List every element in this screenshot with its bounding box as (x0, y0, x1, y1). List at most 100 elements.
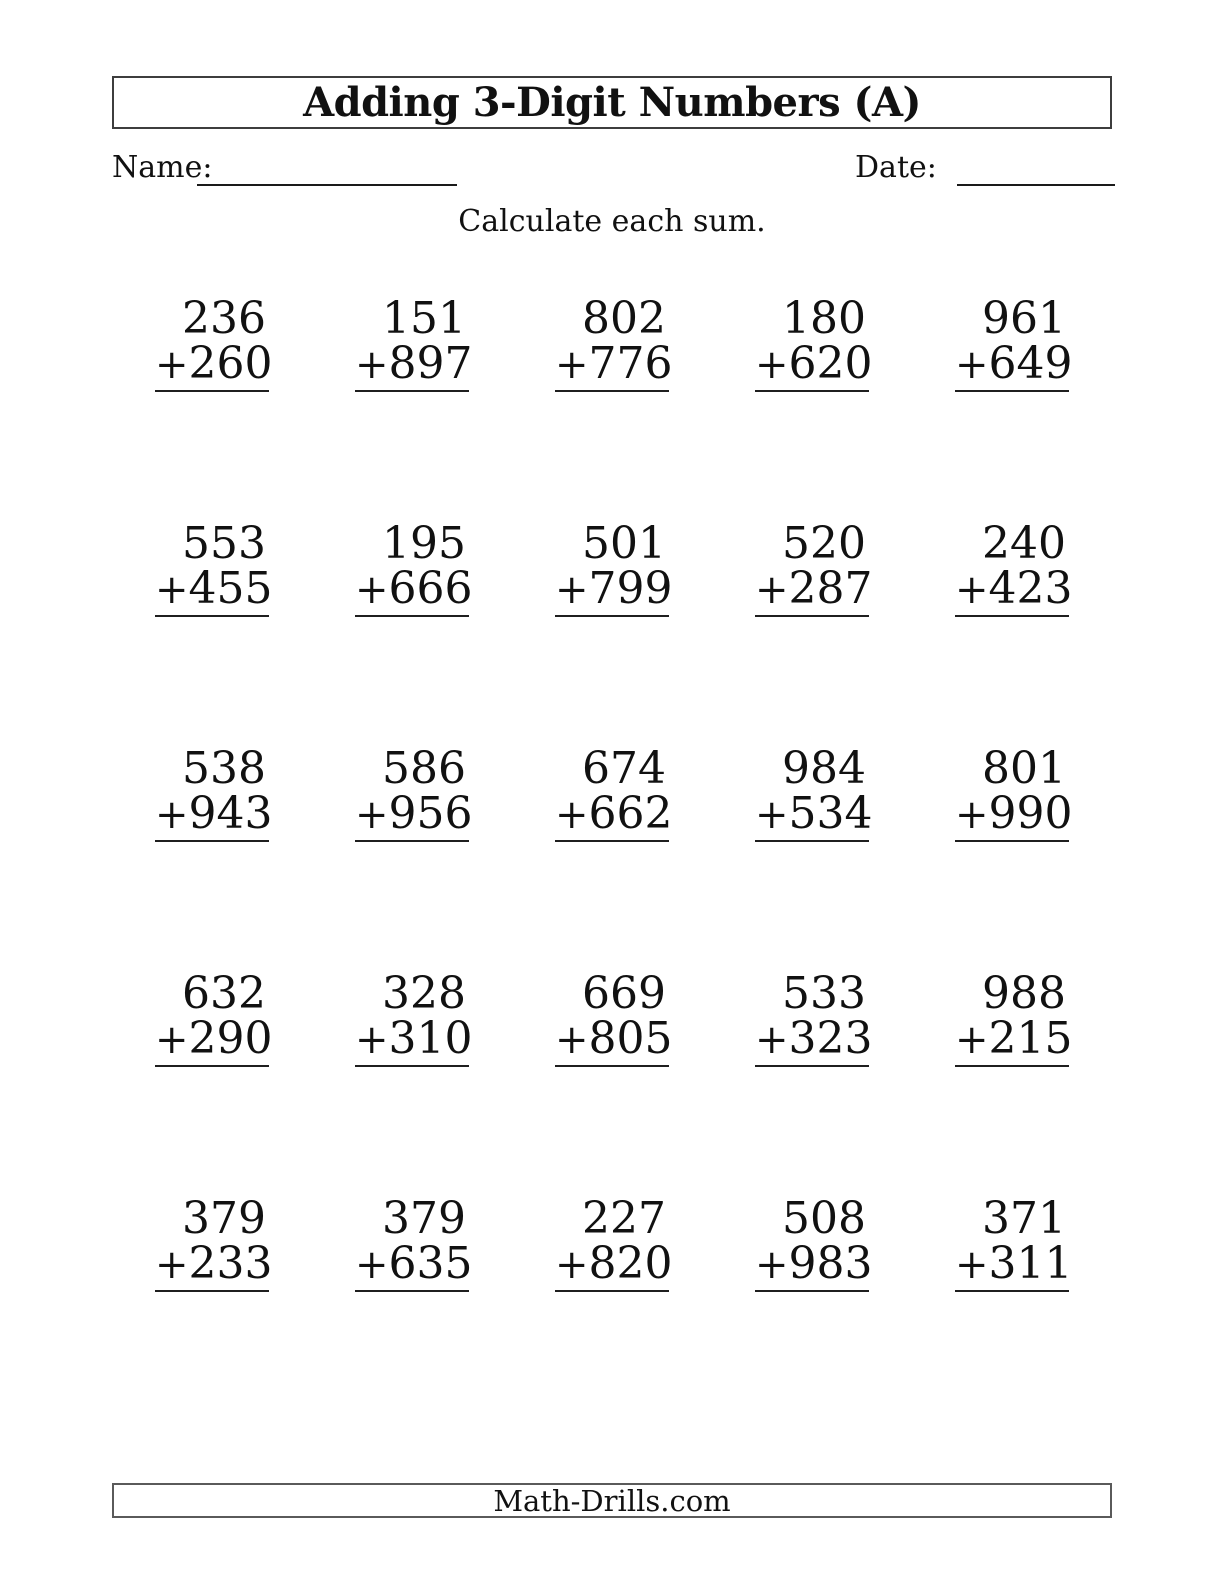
problem-cell: 240 + 423 (912, 521, 1112, 746)
plus-sign: + (155, 342, 189, 388)
problem-cell: 802 + 776 (512, 296, 712, 521)
problem-bottom-row: + 805 (555, 1016, 673, 1063)
addend-top: 520 (782, 518, 866, 569)
addend-top: 379 (382, 1193, 466, 1244)
plus-sign: + (955, 1242, 989, 1288)
addition-problem: 520 + 287 (755, 518, 873, 617)
problem-cell: 586 + 956 (312, 746, 512, 971)
addition-problem: 553 + 455 (155, 518, 273, 617)
problems-grid: 236 + 260 151 + 897 802 + 776 180 (112, 296, 1112, 1421)
addend-bottom: 662 (588, 788, 673, 839)
addend-top: 669 (582, 968, 666, 1019)
addition-problem: 371 + 311 (955, 1196, 1073, 1292)
addend-top: 236 (182, 293, 266, 344)
addend-top: 988 (982, 968, 1066, 1019)
plus-sign: + (355, 1242, 389, 1288)
problem-bottom-row: + 897 (355, 341, 473, 388)
addition-problem: 538 + 943 (155, 746, 273, 842)
addend-bottom: 455 (188, 563, 273, 614)
addend-bottom: 233 (188, 1238, 273, 1289)
problem-cell: 801 + 990 (912, 746, 1112, 971)
problem-bottom-row: + 956 (355, 791, 473, 838)
addition-problem: 240 + 423 (955, 521, 1073, 617)
problem-bottom-row: + 776 (555, 341, 673, 388)
addition-problem: 586 + 956 (355, 743, 473, 842)
addend-bottom: 666 (388, 563, 473, 614)
addend-bottom: 310 (388, 1013, 473, 1064)
addend-top: 674 (582, 743, 666, 794)
problem-cell: 988 + 215 (912, 971, 1112, 1196)
plus-sign: + (555, 1017, 589, 1063)
addend-bottom: 534 (788, 788, 873, 839)
addend-top: 632 (182, 968, 266, 1019)
addend-bottom: 423 (988, 563, 1073, 614)
addition-problem: 501 + 799 (555, 518, 673, 617)
plus-sign: + (955, 567, 989, 613)
addend-top: 801 (982, 743, 1066, 794)
problem-cell: 236 + 260 (112, 296, 312, 521)
addend-top: 553 (182, 518, 266, 569)
addend-top: 379 (182, 1193, 266, 1244)
addition-problem: 961 + 649 (955, 293, 1073, 392)
addition-problem: 195 + 666 (355, 518, 473, 617)
problem-cell: 180 + 620 (712, 296, 912, 521)
addition-problem: 379 + 233 (155, 1193, 273, 1292)
plus-sign: + (355, 342, 389, 388)
addend-top: 586 (382, 743, 466, 794)
addend-bottom: 311 (988, 1238, 1073, 1289)
plus-sign: + (555, 342, 589, 388)
plus-sign: + (955, 1017, 989, 1063)
addend-bottom: 956 (388, 788, 473, 839)
problem-cell: 195 + 666 (312, 521, 512, 746)
problem-bottom-row: + 233 (155, 1241, 273, 1288)
addition-problem: 802 + 776 (555, 293, 673, 392)
addend-bottom: 649 (988, 338, 1073, 389)
addend-bottom: 776 (588, 338, 673, 389)
plus-sign: + (155, 567, 189, 613)
addition-problem: 533 + 323 (755, 968, 873, 1067)
problem-bottom-row: + 323 (755, 1016, 873, 1063)
problem-bottom-row: + 635 (355, 1241, 473, 1288)
problem-cell: 669 + 805 (512, 971, 712, 1196)
addend-top: 508 (782, 1193, 866, 1244)
title-box: Adding 3-Digit Numbers (A) (112, 76, 1112, 129)
plus-sign: + (955, 792, 989, 838)
plus-sign: + (155, 792, 189, 838)
addend-top: 180 (782, 293, 866, 344)
addend-top: 961 (982, 293, 1066, 344)
problem-bottom-row: + 649 (955, 341, 1073, 388)
addend-bottom: 290 (188, 1013, 273, 1064)
addition-problem: 180 + 620 (755, 293, 873, 392)
problem-bottom-row: + 310 (355, 1016, 473, 1063)
problem-bottom-row: + 287 (755, 566, 873, 613)
addend-bottom: 260 (188, 338, 273, 389)
problem-bottom-row: + 311 (955, 1241, 1073, 1288)
addend-bottom: 943 (188, 788, 273, 839)
plus-sign: + (555, 792, 589, 838)
addend-bottom: 323 (788, 1013, 873, 1064)
problem-cell: 379 + 233 (112, 1196, 312, 1421)
problem-cell: 674 + 662 (512, 746, 712, 971)
addend-top: 501 (582, 518, 666, 569)
problem-bottom-row: + 534 (755, 791, 873, 838)
problem-cell: 371 + 311 (912, 1196, 1112, 1421)
addition-problem: 328 + 310 (355, 971, 473, 1067)
page-title: Adding 3-Digit Numbers (A) (303, 79, 921, 126)
addend-top: 802 (582, 293, 666, 344)
problem-bottom-row: + 662 (555, 791, 673, 838)
problem-bottom-row: + 943 (155, 791, 273, 838)
addend-top: 151 (382, 293, 466, 344)
plus-sign: + (755, 567, 789, 613)
addend-top: 533 (782, 968, 866, 1019)
addend-bottom: 990 (988, 788, 1073, 839)
plus-sign: + (755, 792, 789, 838)
addend-bottom: 820 (588, 1238, 673, 1289)
addend-top: 195 (382, 518, 466, 569)
plus-sign: + (355, 792, 389, 838)
addend-top: 227 (582, 1193, 666, 1244)
problem-cell: 553 + 455 (112, 521, 312, 746)
plus-sign: + (555, 1242, 589, 1288)
problem-bottom-row: + 820 (555, 1241, 673, 1288)
footer-site-label: Math-Drills.com (493, 1483, 731, 1518)
